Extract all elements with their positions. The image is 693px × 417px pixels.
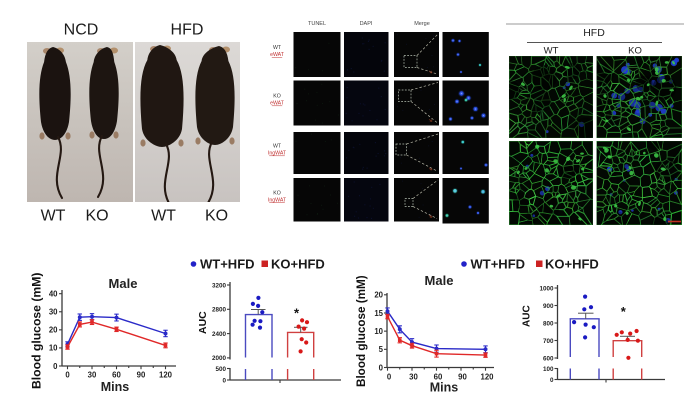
svg-text:WT: WT <box>151 208 176 225</box>
svg-text:TUNEL: TUNEL <box>308 21 326 27</box>
svg-text:KO: KO <box>273 190 281 196</box>
svg-text:500: 500 <box>215 366 226 373</box>
svg-text:0: 0 <box>222 377 226 384</box>
svg-text:Blood glucose (mM): Blood glucose (mM) <box>30 273 44 389</box>
svg-text:WT: WT <box>544 46 559 57</box>
svg-text:Mins: Mins <box>430 381 459 395</box>
svg-text:0: 0 <box>53 362 58 371</box>
svg-text:20: 20 <box>374 291 383 300</box>
svg-text:15: 15 <box>374 309 383 318</box>
svg-text:KO: KO <box>205 208 228 225</box>
svg-text:3200: 3200 <box>212 282 227 289</box>
svg-text:KO: KO <box>85 208 108 225</box>
svg-text:2400: 2400 <box>212 331 227 338</box>
svg-text:Male: Male <box>109 276 138 291</box>
svg-text:10: 10 <box>374 327 383 336</box>
svg-text:1000: 1000 <box>539 285 554 292</box>
svg-text:2000: 2000 <box>212 355 227 362</box>
svg-text:eWAT: eWAT <box>270 101 285 107</box>
svg-text:WT: WT <box>273 45 282 51</box>
svg-text:60: 60 <box>434 373 443 382</box>
svg-text:AUC: AUC <box>197 311 209 334</box>
svg-text:60: 60 <box>112 371 121 380</box>
svg-text:90: 90 <box>137 371 146 380</box>
svg-text:AUC: AUC <box>522 305 533 327</box>
svg-text:KO+HFD: KO+HFD <box>545 257 599 272</box>
svg-text:eWAT: eWAT <box>270 52 285 58</box>
svg-text:800: 800 <box>543 320 554 327</box>
svg-text:5: 5 <box>379 345 384 354</box>
svg-text:Male: Male <box>425 273 454 288</box>
svg-text:30: 30 <box>88 371 97 380</box>
svg-text:700: 700 <box>543 338 554 345</box>
svg-text:KO: KO <box>273 94 281 100</box>
svg-text:KO: KO <box>628 46 642 57</box>
svg-text:0: 0 <box>550 377 554 384</box>
svg-text:2800: 2800 <box>212 307 227 314</box>
svg-text:IngWAT: IngWAT <box>268 197 287 203</box>
svg-text:HFD: HFD <box>171 22 204 39</box>
svg-text:*: * <box>621 304 627 319</box>
svg-text:0: 0 <box>65 371 70 380</box>
svg-text:30: 30 <box>409 373 418 382</box>
svg-text:*: * <box>294 306 300 321</box>
svg-text:100: 100 <box>543 366 554 373</box>
svg-text:120: 120 <box>480 373 494 382</box>
svg-text:30: 30 <box>49 308 58 317</box>
svg-text:KO+HFD: KO+HFD <box>271 257 325 272</box>
svg-text:40: 40 <box>49 290 58 299</box>
svg-text:Blood glucose (mM): Blood glucose (mM) <box>355 275 368 387</box>
svg-text:WT: WT <box>273 144 282 150</box>
svg-text:20: 20 <box>49 326 58 335</box>
svg-text:900: 900 <box>543 303 554 310</box>
svg-text:IngWAT: IngWAT <box>268 151 287 157</box>
svg-text:0: 0 <box>379 363 384 372</box>
svg-text:0: 0 <box>387 373 392 382</box>
svg-text:600: 600 <box>543 355 554 362</box>
svg-text:10: 10 <box>49 344 58 353</box>
svg-text:DAPI: DAPI <box>360 21 373 27</box>
svg-text:Mins: Mins <box>101 380 130 394</box>
svg-text:WT: WT <box>41 208 66 225</box>
svg-text:HFD: HFD <box>583 27 605 39</box>
svg-text:120: 120 <box>159 371 173 380</box>
svg-text:Merge: Merge <box>414 21 430 27</box>
svg-text:WT+HFD: WT+HFD <box>200 257 255 272</box>
svg-text:WT+HFD: WT+HFD <box>471 257 526 272</box>
svg-text:90: 90 <box>458 373 467 382</box>
svg-text:NCD: NCD <box>64 22 99 39</box>
